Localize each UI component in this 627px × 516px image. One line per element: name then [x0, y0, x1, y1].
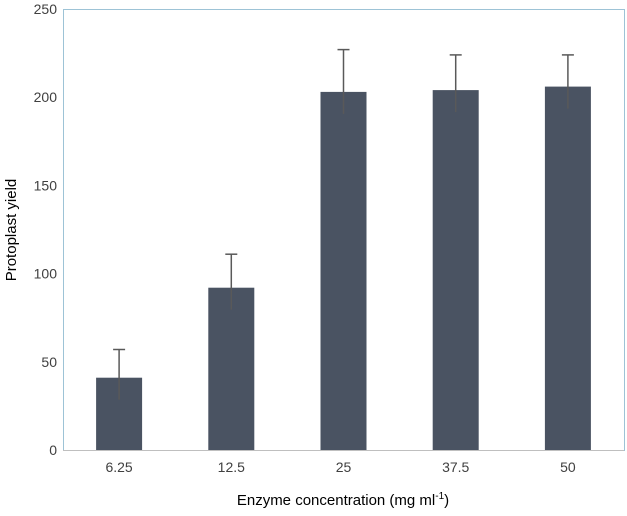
y-tick-label-200: 200	[34, 89, 58, 105]
y-tick-label-0: 0	[49, 442, 57, 458]
y-tick-label-150: 150	[34, 177, 58, 193]
error-bar-6.25	[113, 348, 126, 400]
y-tick-label-100: 100	[34, 266, 58, 282]
x-tick-label-6.25: 6.25	[105, 459, 132, 475]
bar-37.5	[432, 90, 479, 450]
x-tick-label-25: 25	[336, 459, 352, 475]
error-bars-layer	[113, 48, 574, 400]
y-tick-label-250: 250	[34, 1, 58, 17]
y-axis-title: Protoplast yield	[3, 179, 20, 282]
x-axis-title: Enzyme concentration (mg ml-1)	[237, 491, 449, 509]
x-tick-label-12.5: 12.5	[218, 459, 245, 475]
x-tick-label-37.5: 37.5	[442, 459, 469, 475]
error-bar-12.5	[225, 253, 238, 310]
x-axis-title-superscript: -1	[435, 491, 444, 502]
x-axis-title-tail: )	[444, 492, 449, 509]
bar-25	[320, 91, 367, 451]
error-bar-37.5	[449, 54, 462, 113]
y-tick-label-50: 50	[41, 354, 57, 370]
error-bar-50	[561, 54, 574, 109]
y-tick-labels: 0 50 100 150 200 250	[34, 1, 58, 458]
bars-layer	[96, 86, 591, 451]
error-bar-25	[337, 48, 350, 114]
x-tick-labels: 6.25 12.5 25 37.5 50	[105, 459, 575, 475]
bar-50	[544, 86, 591, 450]
x-axis-title-main: Enzyme concentration (mg ml	[237, 492, 435, 509]
x-tick-label-50: 50	[560, 459, 576, 475]
bar-12.5	[208, 287, 255, 450]
